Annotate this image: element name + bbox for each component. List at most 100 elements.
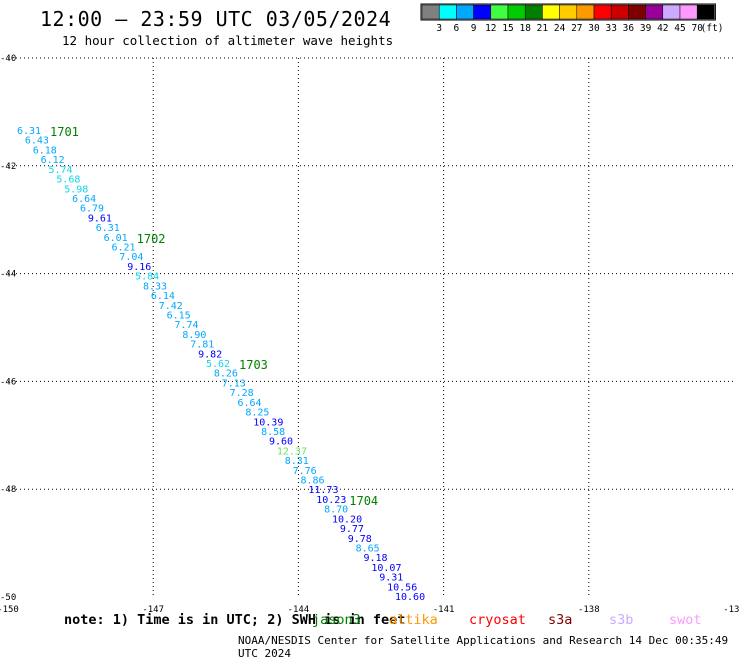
legend-swatch	[679, 4, 698, 20]
legend-swatch	[662, 4, 681, 20]
satellite-name-cryosat: cryosat	[469, 612, 526, 628]
legend-swatch	[559, 4, 578, 20]
wave-height-label: 8.86	[301, 476, 325, 487]
wave-height-label: 6.18	[33, 145, 57, 156]
legend-label: 15	[502, 23, 513, 34]
legend-swatch	[438, 4, 457, 20]
wave-height-label: 7.42	[159, 301, 183, 312]
wave-height-label: 6.79	[80, 204, 104, 215]
lat-tick-label: -40	[0, 54, 16, 64]
legend-swatch	[456, 4, 474, 20]
wave-height-label: 9.78	[348, 534, 372, 545]
legend-label: 39	[640, 23, 652, 34]
wave-height-label: 9.77	[340, 524, 364, 535]
legend-label: 24	[554, 23, 566, 34]
time-label: 1704	[349, 494, 378, 508]
wave-height-label: 6.01	[104, 233, 128, 244]
legend-label: 9	[471, 23, 477, 34]
wave-height-label: 9.61	[88, 213, 112, 224]
wave-height-label: 6.14	[151, 291, 175, 302]
wave-height-label: 12.37	[277, 446, 307, 457]
wave-height-label: 7.13	[222, 378, 246, 389]
wave-height-label: 10.20	[332, 514, 362, 525]
wave-height-label: 5.84	[135, 272, 159, 283]
legend-swatch	[507, 4, 526, 20]
legend-swatch	[490, 4, 509, 20]
lat-tick-label: -50	[0, 593, 16, 603]
wave-height-label: 6.43	[25, 136, 49, 147]
wave-height-label: 6.21	[112, 243, 136, 254]
wave-height-label: 7.74	[175, 320, 199, 331]
legend-swatch	[524, 4, 543, 20]
legend-swatch	[645, 4, 664, 20]
note-text: note: 1) Time is in UTC; 2) SWH is in fe…	[64, 612, 406, 628]
legend-label: 3	[436, 23, 442, 34]
wave-height-label: 6.64	[72, 194, 96, 205]
legend-label: 70	[691, 23, 703, 34]
legend-swatch	[610, 4, 629, 20]
wave-height-label: 6.31	[17, 126, 41, 137]
lon-tick-label: -147	[142, 605, 164, 615]
wave-height-label: 6.64	[238, 398, 262, 409]
legend-label: 12	[485, 23, 496, 34]
legend-swatch	[628, 4, 646, 20]
page-subtitle: 12 hour collection of altimeter wave hei…	[62, 33, 394, 48]
wave-height-label: 9.60	[269, 437, 293, 448]
legend-label: 45	[674, 23, 685, 34]
wave-height-label: 8.31	[285, 456, 309, 467]
legend-unit: (ft)	[701, 23, 724, 34]
wave-height-label: 9.16	[127, 262, 151, 273]
wave-height-label: 7.81	[190, 340, 214, 351]
legend-label: 6	[454, 23, 460, 34]
wave-height-label: 7.28	[230, 388, 254, 399]
wave-height-track: 6.316.436.186.125.745.685.986.646.799.61…	[17, 125, 425, 603]
wave-height-label: 7.04	[119, 252, 143, 263]
wave-height-label: 8.33	[143, 281, 167, 292]
legend-label: 27	[571, 23, 582, 34]
legend-label: 18	[519, 23, 531, 34]
wave-height-label: 5.62	[206, 359, 230, 370]
satellite-name-s3a: s3a	[548, 612, 573, 628]
legend-label: 21	[537, 23, 549, 34]
satellite-name-altika: altika	[389, 612, 438, 628]
wave-height-label: 10.07	[371, 563, 401, 574]
wave-height-label: 9.31	[379, 573, 403, 584]
lat-tick-label: -42	[0, 162, 16, 172]
map-grid	[8, 57, 734, 597]
wave-height-label: 7.76	[293, 466, 317, 477]
satellite-name-s3b: s3b	[609, 612, 634, 628]
wave-height-label: 8.70	[324, 505, 348, 516]
legend-label: 42	[657, 23, 668, 34]
lon-tick-label: -150	[0, 605, 19, 615]
wave-height-label: 6.15	[167, 310, 191, 321]
legend-frame	[420, 3, 716, 21]
legend-swatch	[421, 4, 440, 20]
wave-height-label: 9.82	[198, 349, 222, 360]
lon-tick-label: -141	[433, 605, 455, 615]
wave-height-label: 8.65	[356, 543, 380, 554]
wave-height-label: 5.68	[56, 175, 80, 186]
wave-height-label: 9.18	[364, 553, 388, 564]
legend-swatch	[696, 4, 715, 20]
legend-swatch	[542, 4, 560, 20]
lon-tick-label: -144	[288, 605, 310, 615]
lat-tick-label: -48	[0, 485, 16, 495]
legend-label: 30	[588, 23, 600, 34]
footer-credit: NOAA/NESDIS Center for Satellite Applica…	[238, 634, 729, 660]
satellite-name-swot: swot	[669, 612, 702, 628]
wave-height-label: 5.74	[49, 165, 73, 176]
legend-label: 36	[623, 23, 635, 34]
legend-label: 33	[605, 23, 616, 34]
wave-height-label: 5.98	[64, 184, 88, 195]
wave-height-label: 10.23	[316, 495, 346, 506]
wave-height-label: 11.73	[308, 485, 338, 496]
time-label: 1702	[137, 232, 166, 246]
lon-tick-label: -135	[723, 605, 740, 615]
lat-tick-label: -44	[0, 270, 16, 280]
wave-height-label: 8.58	[261, 427, 285, 438]
time-label: 1703	[239, 358, 268, 372]
legend-swatch	[576, 4, 595, 20]
wave-height-label: 8.25	[245, 408, 269, 419]
wave-height-label: 10.39	[253, 417, 283, 428]
wave-height-label: 10.56	[387, 582, 417, 593]
